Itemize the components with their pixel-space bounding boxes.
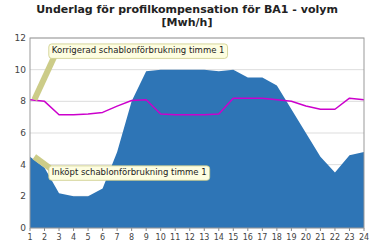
x-tick-label: 20 [301,233,311,242]
y-tick-label: 4 [20,160,26,170]
x-tick-label: 21 [315,233,325,242]
chart-svg: Underlag för profilkompensation för BA1 … [0,0,374,248]
area [30,70,364,228]
x-tick-label: 4 [71,233,76,242]
annotation: Inköpt schablonförbrukning timme 1 [34,157,209,181]
title-line: Underlag för profilkompensation för BA1 … [36,3,338,16]
x-tick-label: 9 [144,233,149,242]
y-tick-label: 6 [20,128,26,138]
x-tick-label: 12 [185,233,195,242]
x-tick-label: 22 [330,233,340,242]
annotation: Korrigerad schablonförbrukning timme 1 [34,44,227,100]
y-tick-label: 12 [15,33,26,43]
x-tick-label: 13 [199,233,209,242]
x-tick-label: 19 [286,233,296,242]
chart-title: Underlag för profilkompensation för BA1 … [36,3,338,29]
x-tick-label: 18 [272,233,282,242]
title-line: [Mwh/h] [162,16,213,29]
chart-container: Underlag för profilkompensation för BA1 … [0,0,374,248]
grid [30,38,364,228]
x-tick-label: 24 [359,233,369,242]
x-tick-label: 8 [129,233,134,242]
annotation-box [49,166,210,181]
y-tick-label: 10 [15,65,27,75]
x-tick-label: 14 [214,233,224,242]
x-tick-label: 17 [257,233,267,242]
x-tick-label: 16 [243,233,253,242]
x-tick-label: 10 [156,233,166,242]
axes: 0246810121234567891011121314151617181920… [15,33,370,242]
x-tick-label: 3 [56,233,61,242]
annotation-text: Inköpt schablonförbrukning timme 1 [52,167,207,177]
y-tick-label: 0 [20,223,26,233]
line [30,98,364,115]
x-tick-label: 6 [100,233,105,242]
annotations: Korrigerad schablonförbrukning timme 1 In… [34,44,227,180]
x-tick-label: 1 [27,233,32,242]
plot-area [30,70,364,228]
plot-frame [30,38,364,228]
y-tick-label: 8 [20,96,26,106]
y-tick-label: 2 [20,191,26,201]
x-tick-label: 11 [170,233,180,242]
x-tick-label: 7 [115,233,120,242]
x-tick-label: 2 [42,233,47,242]
x-tick-label: 5 [86,233,91,242]
x-tick-label: 15 [228,233,238,242]
annotation-box [49,44,228,59]
annotation-text: Korrigerad schablonförbrukning timme 1 [52,45,225,55]
x-tick-label: 23 [344,233,354,242]
